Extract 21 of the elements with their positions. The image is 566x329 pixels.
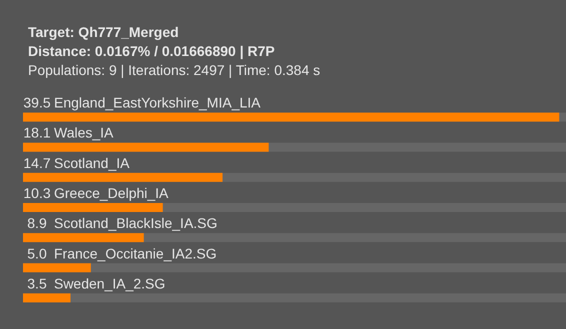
y-tick-label: Sweden_IA_2.SG <box>54 275 166 292</box>
text: Populations: 9 | Iterations: 2497 | Time: 0.384 s <box>28 62 320 78</box>
y-tick-label: Greece_Delphi_IA <box>54 185 170 201</box>
y-tick-label: France_Occitanie_IA2.SG <box>54 245 217 262</box>
y-tick-label: England_EastYorkshire_MIA_LIA <box>54 94 262 111</box>
data-label: 3.5 <box>27 275 47 292</box>
data-label: 10.3 <box>23 185 51 201</box>
bar <box>23 293 71 302</box>
chart-subtitle: Distance: 0.0167% / 0.01666890 | R7P <box>28 43 275 60</box>
data-label: 5.0 <box>27 245 47 262</box>
data-label: 14.7 <box>23 154 51 171</box>
bar <box>23 263 91 272</box>
bar <box>23 233 144 242</box>
data-label: 39.5 <box>23 94 51 111</box>
y-tick-label: Wales_IA <box>54 124 114 141</box>
chart-title: Target: Qh777_Merged <box>28 24 179 40</box>
data-label: 8.9 <box>27 215 47 232</box>
y-tick-label: Scotland_IA <box>54 154 130 171</box>
bar <box>23 112 560 122</box>
y-tick-label: Scotland_BlackIsle_IA.SG <box>54 215 218 232</box>
data-label: 18.1 <box>23 124 51 141</box>
